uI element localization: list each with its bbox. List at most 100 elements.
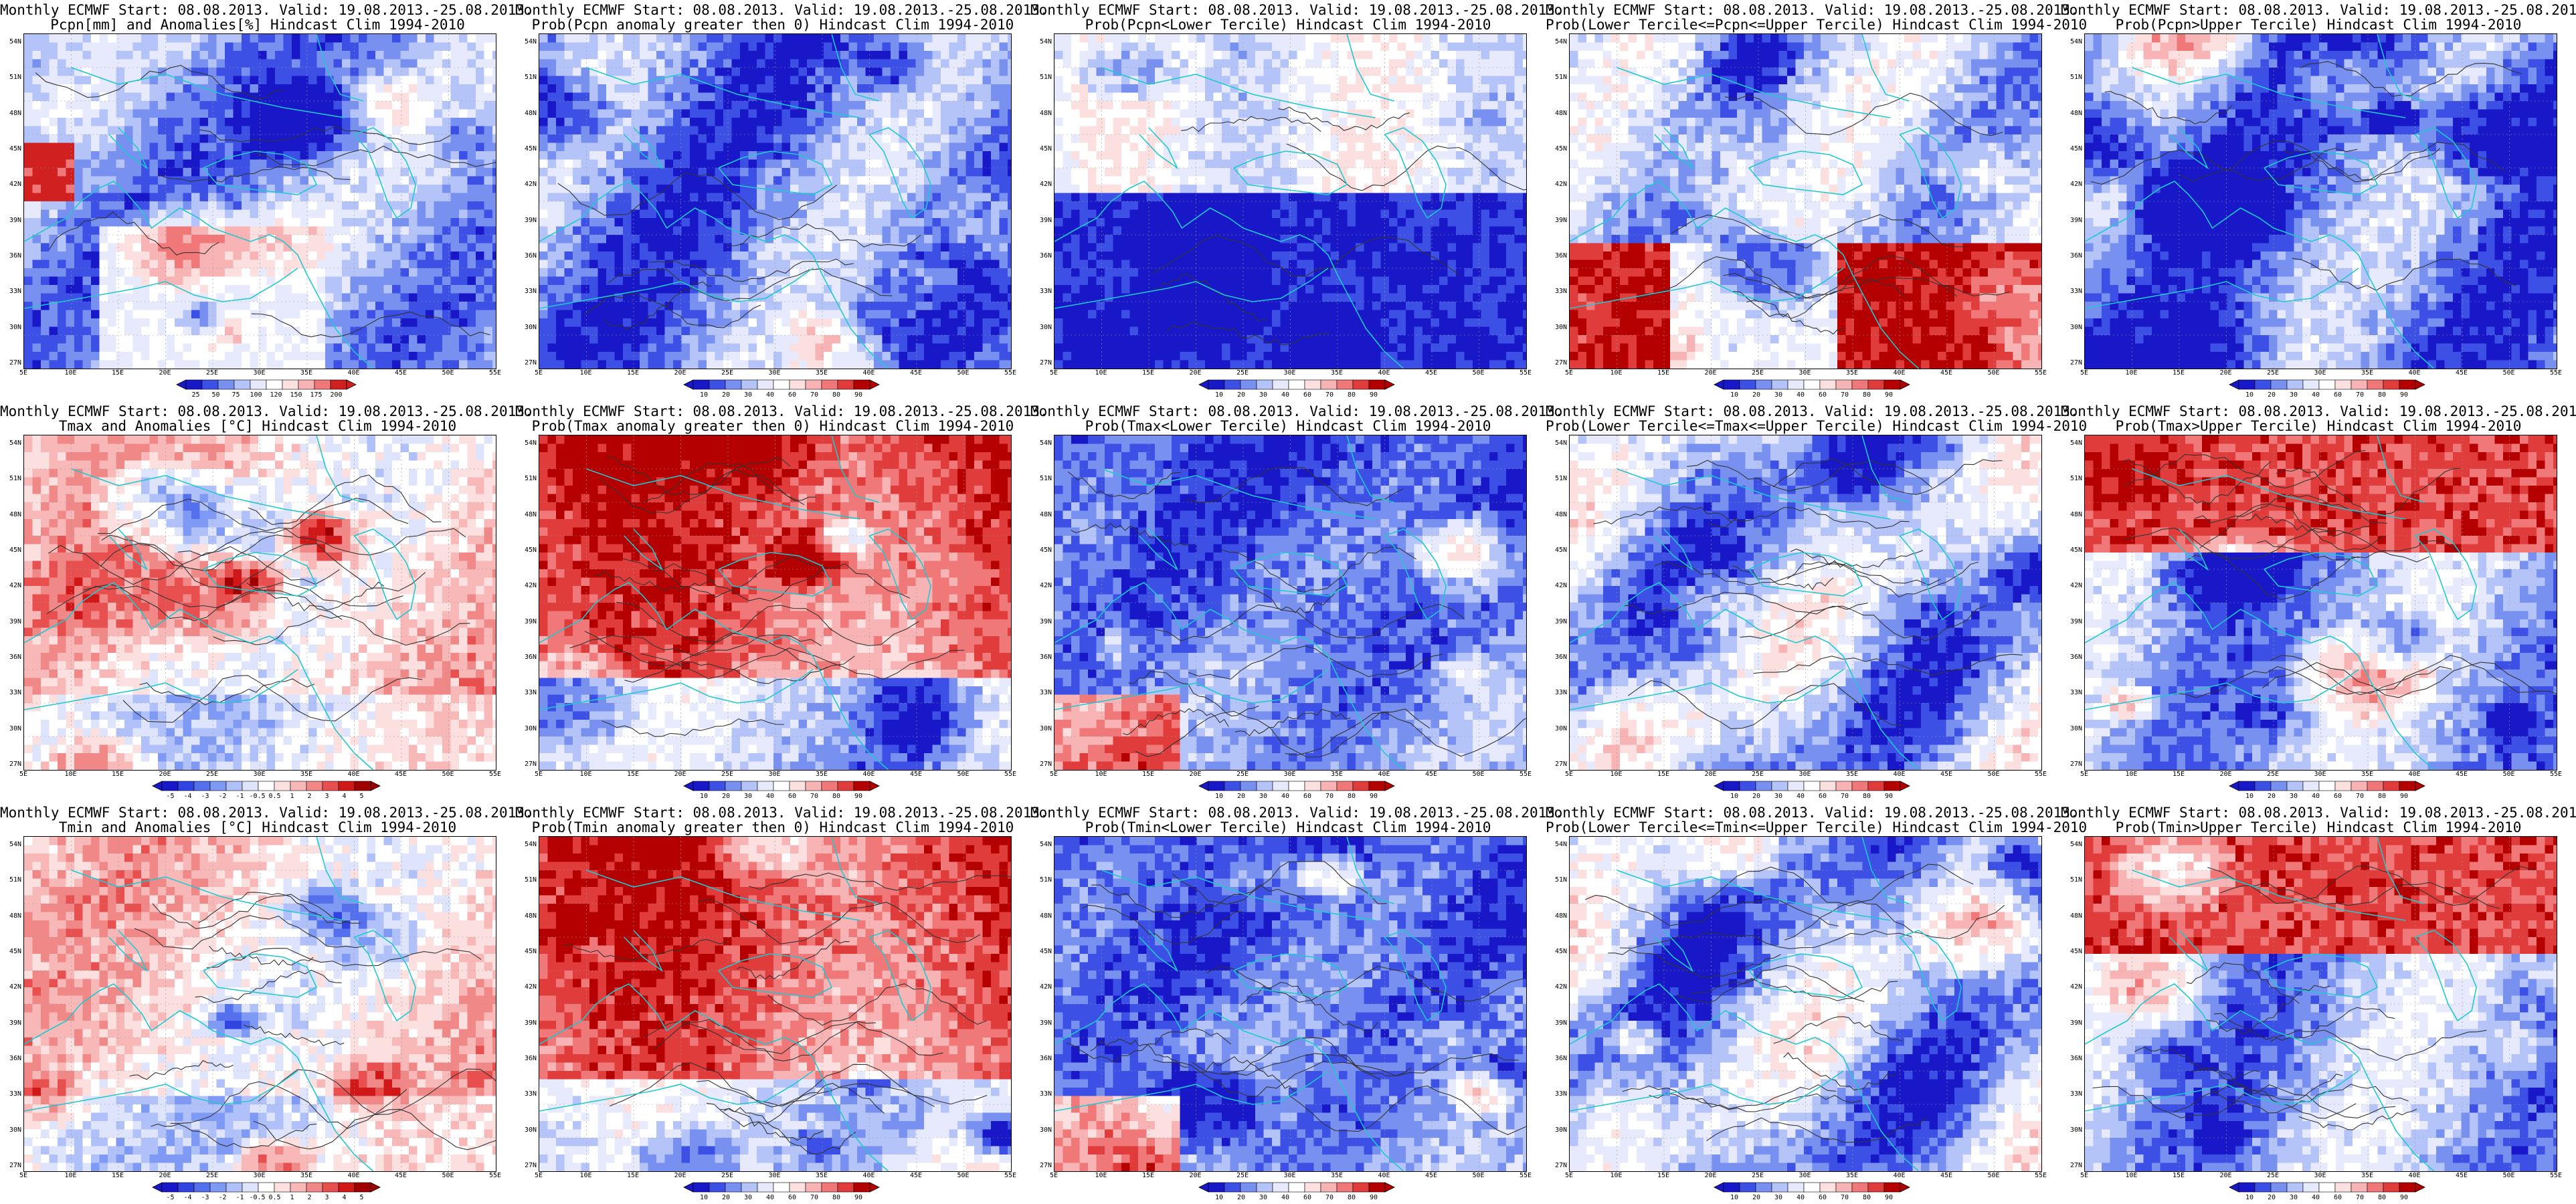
panel-title: Monthly ECMWF Start: 08.08.2013. Valid: … — [515, 404, 1048, 419]
colorbar-tick-label: 70 — [2356, 793, 2364, 800]
lon-tick-label: 25E — [206, 771, 218, 778]
lon-tick-label: 5E — [19, 1173, 27, 1179]
map-panel: Monthly ECMWF Start: 08.08.2013. Valid: … — [0, 0, 533, 401]
lon-tick-label: 45E — [1940, 771, 1952, 778]
lat-tick-label: 54N — [1, 841, 21, 848]
lat-tick-label: 33N — [1547, 1091, 1567, 1098]
lon-tick-label: 45E — [1425, 1173, 1437, 1179]
lat-tick-label: 54N — [1032, 39, 1052, 45]
lat-tick-label: 27N — [1547, 761, 1567, 768]
lon-tick-label: 55E — [1004, 1173, 1016, 1179]
colorbar-tick-label: -0.5 — [249, 1195, 265, 1201]
colorbar-tick-label: 20 — [1237, 392, 1245, 399]
colorbar-tick-label: 60 — [1819, 1195, 1827, 1201]
colorbar-tick-label: 4 — [342, 1195, 346, 1201]
colorbar-tick-label: 90 — [1370, 392, 1378, 399]
lon-tick-label: 10E — [2125, 771, 2137, 778]
panel-subtitle: Prob(Lower Tercile<=Pcpn<=Upper Tercile)… — [1546, 17, 2087, 32]
lat-tick-label: 33N — [1547, 288, 1567, 295]
lon-tick-label: 15E — [112, 370, 124, 377]
colorbar-tick-label: -4 — [183, 1195, 191, 1201]
lon-tick-label: 55E — [1520, 1173, 1532, 1179]
panel-subtitle: Prob(Tmin<Lower Tercile) Hindcast Clim 1… — [1030, 820, 1546, 835]
colorbar-tick-label: 50 — [211, 392, 219, 399]
panel-title: Monthly ECMWF Start: 08.08.2013. Valid: … — [2061, 3, 2576, 17]
lon-tick-label: 35E — [816, 771, 828, 778]
lat-tick-label: 27N — [1, 1163, 21, 1169]
panel-title: Monthly ECMWF Start: 08.08.2013. Valid: … — [2061, 805, 2576, 820]
colorbar-tick-label: 90 — [1885, 1195, 1893, 1201]
lon-tick-label: 10E — [1095, 1173, 1107, 1179]
lon-tick-label: 40E — [1893, 370, 1905, 377]
panel-title: Monthly ECMWF Start: 08.08.2013. Valid: … — [2061, 404, 2576, 419]
lat-tick-label: 51N — [1, 877, 21, 884]
lon-tick-label: 30E — [253, 1173, 265, 1179]
forecast-field — [1570, 837, 2041, 1171]
panel-title: Monthly ECMWF Start: 08.08.2013. Valid: … — [1546, 805, 2079, 820]
forecast-field — [24, 34, 496, 369]
colorbar-tick-label: 70 — [810, 1195, 818, 1201]
lon-tick-label: 35E — [2361, 370, 2373, 377]
lon-tick-label: 15E — [1142, 1173, 1154, 1179]
lat-tick-label: 54N — [2062, 39, 2082, 45]
lon-tick-label: 30E — [768, 370, 780, 377]
lon-tick-label: 20E — [1189, 370, 1201, 377]
forecast-field — [1054, 837, 1526, 1171]
lat-tick-label: 45N — [517, 547, 537, 554]
colorbar-tick-label: 2 — [307, 793, 311, 800]
colorbar-tick-label: 60 — [788, 392, 796, 399]
map-area — [1054, 836, 1527, 1172]
lon-tick-label: 20E — [1704, 1173, 1716, 1179]
map-area — [2084, 836, 2557, 1172]
lat-tick-label: 27N — [2062, 1163, 2082, 1169]
lon-tick-label: 20E — [674, 1173, 686, 1179]
colorbar — [1713, 781, 1910, 791]
lat-tick-label: 39N — [1032, 217, 1052, 224]
colorbar-tick-label: 70 — [1841, 1195, 1849, 1201]
lon-tick-label: 40E — [347, 1173, 359, 1179]
map-area — [1054, 435, 1527, 771]
lon-tick-label: 50E — [442, 1173, 454, 1179]
colorbar-tick-label: 25 — [191, 392, 199, 399]
colorbar-tick-label: 10 — [1215, 793, 1223, 800]
colorbar-tick-label: 30 — [1259, 793, 1267, 800]
colorbar-tick-label: 60 — [2334, 1195, 2342, 1201]
lat-tick-label: 42N — [1032, 583, 1052, 589]
lat-tick-label: 36N — [1, 253, 21, 260]
colorbar-tick-label: 1 — [290, 1195, 294, 1201]
forecast-field — [2085, 837, 2557, 1171]
colorbar — [151, 781, 381, 791]
lon-tick-label: 35E — [1331, 771, 1343, 778]
colorbar-tick-label: 20 — [1237, 1195, 1245, 1201]
lat-tick-label: 42N — [1, 984, 21, 991]
lon-tick-label: 50E — [1472, 1173, 1484, 1179]
lat-tick-label: 36N — [1547, 253, 1567, 260]
lat-tick-label: 51N — [2062, 74, 2082, 81]
lon-tick-label: 10E — [1095, 370, 1107, 377]
lat-tick-label: 39N — [2062, 618, 2082, 625]
lon-tick-label: 40E — [1378, 370, 1390, 377]
colorbar-tick-label: 80 — [832, 793, 840, 800]
lon-tick-label: 55E — [489, 1173, 501, 1179]
lat-tick-label: 30N — [517, 1126, 537, 1134]
lon-tick-label: 5E — [1050, 1173, 1058, 1179]
colorbar-tick-label: 40 — [1281, 1195, 1289, 1201]
lon-tick-label: 25E — [1752, 771, 1764, 778]
colorbar-tick-label: 40 — [2312, 793, 2320, 800]
colorbar-tick-label: 80 — [2378, 392, 2386, 399]
lat-tick-label: 30N — [2062, 1126, 2082, 1134]
panel-title: Monthly ECMWF Start: 08.08.2013. Valid: … — [0, 404, 533, 419]
forecast-field — [539, 435, 1011, 770]
lat-tick-label: 33N — [2062, 690, 2082, 696]
lat-tick-label: 36N — [2062, 654, 2082, 661]
colorbar-tick-label: -1 — [236, 1195, 244, 1201]
colorbar-tick-label: 80 — [2378, 793, 2386, 800]
lon-tick-label: 10E — [2125, 1173, 2137, 1179]
lon-tick-label: 55E — [1004, 771, 1016, 778]
colorbar-tick-label: 80 — [1348, 1195, 1356, 1201]
lat-tick-label: 51N — [1547, 74, 1567, 81]
colorbar — [1198, 379, 1395, 390]
colorbar-tick-label: 175 — [310, 392, 322, 399]
lat-tick-label: 27N — [517, 1163, 537, 1169]
lon-tick-label: 30E — [1283, 1173, 1295, 1179]
